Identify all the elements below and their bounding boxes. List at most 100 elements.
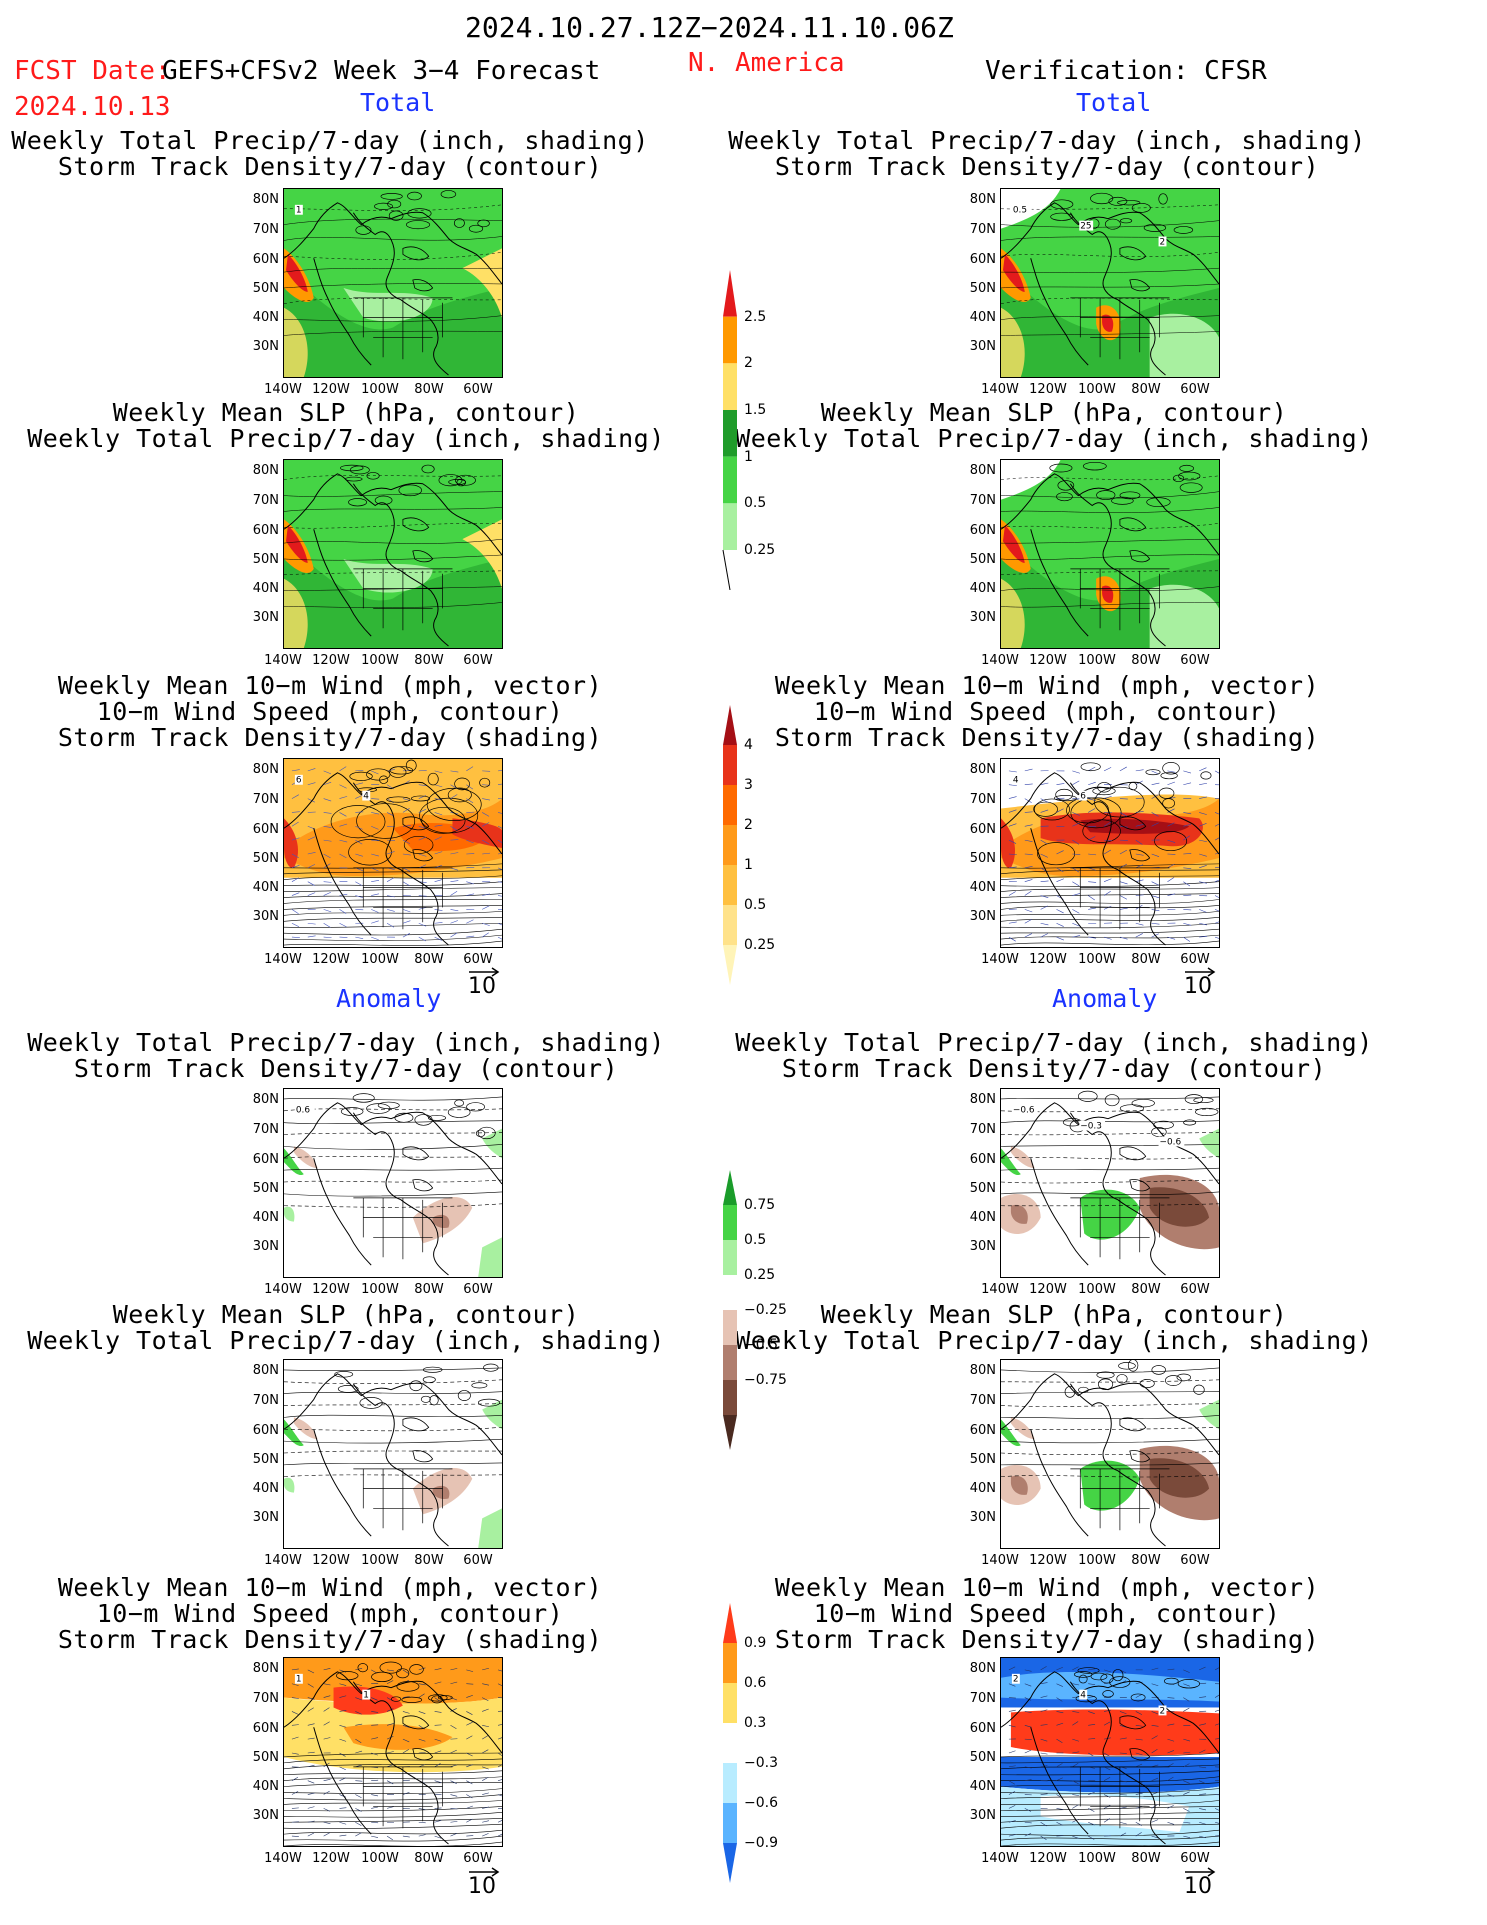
lat-label: 40N	[969, 581, 996, 596]
colorbar-swatch	[723, 1763, 737, 1803]
lon-label: 140W	[264, 653, 302, 668]
colorbar-swatch	[723, 1803, 737, 1843]
lat-label: 60N	[969, 1721, 996, 1736]
lon-label: 100W	[361, 1553, 399, 1568]
lat-label: 80N	[252, 463, 279, 478]
contour-label-bg	[1079, 790, 1088, 801]
lon-label: 140W	[981, 653, 1019, 668]
lat-label: 70N	[252, 222, 279, 237]
panel-title-line: 10−m Wind Speed (mph, contour)	[813, 1599, 1281, 1628]
lat-label: 80N	[969, 192, 996, 207]
lat-label: 80N	[252, 192, 279, 207]
map-field	[284, 1360, 502, 1548]
lat-label: 50N	[252, 851, 279, 866]
lon-label: 140W	[264, 1282, 302, 1297]
contour-label-bg	[1158, 1705, 1167, 1716]
lon-label: 120W	[1029, 1851, 1067, 1866]
lon-label: 80W	[1131, 1553, 1161, 1568]
lon-label: 100W	[1078, 382, 1116, 397]
colorbar-swatch	[723, 1723, 737, 1763]
lat-label: 50N	[969, 552, 996, 567]
panel-title-line: Weekly Mean 10−m Wind (mph, vector)	[774, 671, 1320, 700]
verification-label: Verification: CFSR	[985, 56, 1267, 86]
lat-label: 30N	[969, 339, 996, 354]
panel-title-line: 10−m Wind Speed (mph, contour)	[813, 697, 1281, 726]
colorbar-swatch	[723, 745, 737, 785]
contour-label: 4	[1080, 1691, 1086, 1701]
lon-label: 60W	[1180, 1553, 1210, 1568]
lon-label: 80W	[1131, 382, 1161, 397]
panel-title-line: Weekly Total Precip/7-day (inch, shading…	[735, 1028, 1373, 1057]
lon-label: 80W	[1131, 1282, 1161, 1297]
lon-label: 60W	[463, 952, 493, 967]
colorbar-swatches	[723, 1603, 737, 1883]
lat-label: 70N	[969, 222, 996, 237]
colorbar-tick-label: 0.25	[744, 937, 776, 953]
lon-label: 120W	[312, 1282, 350, 1297]
map-fa_slp	[283, 1359, 503, 1549]
contour-label: −0.6	[1013, 1106, 1035, 1116]
lat-label: 60N	[252, 523, 279, 538]
colorbar-tick-label: 2	[744, 355, 753, 372]
contour-label-bg	[294, 774, 303, 785]
lat-label: 40N	[252, 310, 279, 325]
panel-title-line: Weekly Mean SLP (hPa, contour)	[820, 1300, 1288, 1329]
vector-scale-label: 10	[1184, 974, 1212, 999]
panel-title-line: Weekly Mean 10−m Wind (mph, vector)	[57, 671, 603, 700]
lat-label: 80N	[969, 463, 996, 478]
panel-title-line: Weekly Total Precip/7-day (inch, shading…	[728, 126, 1366, 155]
lon-label: 60W	[463, 1851, 493, 1866]
lon-label: 80W	[414, 952, 444, 967]
panel-title-line: Weekly Mean SLP (hPa, contour)	[112, 398, 580, 427]
colorbar-tick-label: 0.25	[744, 1267, 776, 1283]
panel-title-line: Weekly Total Precip/7-day (inch, shading…	[11, 126, 649, 155]
lat-label: 80N	[252, 1363, 279, 1378]
vector-scale-label: 10	[468, 974, 496, 999]
lon-label: 140W	[981, 1282, 1019, 1297]
colorbar-swatches	[722, 270, 737, 590]
colorbar-precip_anom: 0.75 0.5 0.25 −0.25 −0.5 −0.75	[722, 1170, 787, 1450]
lat-label: 30N	[969, 1808, 996, 1823]
map-field: 0.6	[284, 1089, 502, 1277]
lat-label: 60N	[252, 1152, 279, 1167]
colorbar-tick-label: 3	[744, 777, 753, 793]
fcst-date-prefix: FCST Date:	[14, 56, 171, 86]
lon-label: 140W	[981, 1553, 1019, 1568]
map-oa_track: −0.6 −0.3 −0.6	[1000, 1088, 1220, 1278]
contour-label-bg	[1011, 1104, 1038, 1115]
vector-arrow-icon	[1185, 967, 1216, 977]
panel-title-line: Weekly Total Precip/7-day (inch, shading…	[27, 1028, 665, 1057]
colorbar-track_total: 4 3 2 1 0.5 0.25	[722, 705, 775, 985]
panel-title-line: Weekly Total Precip/7-day (inch, shading…	[735, 424, 1373, 453]
colorbar-swatch	[723, 1603, 737, 1643]
lat-label: 60N	[969, 1152, 996, 1167]
lat-label: 70N	[252, 493, 279, 508]
lat-label: 40N	[969, 880, 996, 895]
contour-label: 25	[1080, 222, 1091, 232]
lon-label: 120W	[312, 653, 350, 668]
lon-label: 80W	[1131, 1851, 1161, 1866]
lat-label: 80N	[252, 762, 279, 777]
vector-arrow-icon	[1185, 1867, 1216, 1877]
colorbar-swatch	[723, 1380, 737, 1415]
contour-label: 4	[1013, 776, 1019, 786]
contour-label-bg	[1079, 220, 1094, 231]
panel-title-line: Weekly Total Precip/7-day (inch, shading…	[27, 1326, 665, 1355]
colorbar-tick-label: 1	[744, 857, 753, 873]
contour-label: −0.6	[1160, 1137, 1182, 1147]
colorbar-swatch	[723, 785, 737, 825]
lon-label: 80W	[414, 1282, 444, 1297]
colorbar-swatch	[723, 1683, 737, 1723]
colorbar-tick-label: −0.9	[744, 1835, 778, 1851]
section-anomaly-right: Anomaly	[1052, 984, 1158, 1013]
lat-label: 50N	[969, 1750, 996, 1765]
lat-label: 70N	[252, 1691, 279, 1706]
vector-scale-label: 10	[468, 1874, 496, 1899]
lat-label: 60N	[969, 523, 996, 538]
lat-label: 70N	[252, 1393, 279, 1408]
panel-title-line: 10−m Wind Speed (mph, contour)	[96, 1599, 564, 1628]
lon-label: 80W	[1131, 952, 1161, 967]
panel-title-line: Storm Track Density/7-day (shading)	[57, 1625, 603, 1654]
